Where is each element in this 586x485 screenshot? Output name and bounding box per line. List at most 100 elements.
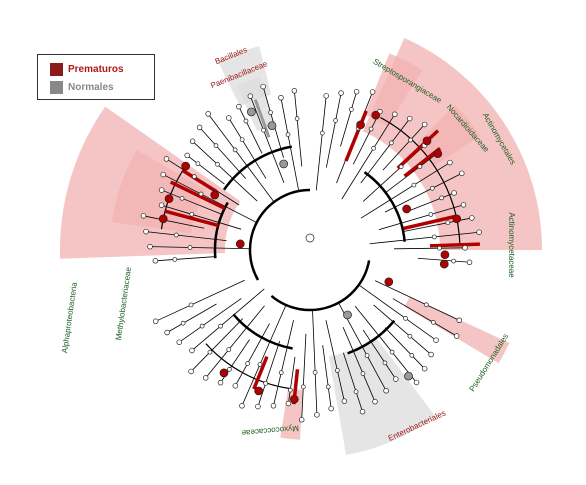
biomarker-node-prematuros (164, 194, 174, 204)
leaf-branch (228, 117, 267, 179)
backbone-arc-6 (232, 313, 293, 350)
leaf-node (456, 317, 463, 324)
shade-streptosporangiaceae (364, 53, 423, 127)
leaf-node (152, 318, 159, 325)
internal-node (257, 362, 263, 367)
biomarker-node-normales (404, 371, 413, 381)
leaf-node (247, 93, 254, 99)
leaf-node (453, 333, 460, 339)
internal-node (179, 195, 185, 201)
leaf-node (328, 405, 334, 412)
leaf-branch (190, 318, 244, 372)
leaf-node (226, 115, 232, 121)
biomarker-node-prematuros (289, 394, 299, 404)
internal-node (261, 127, 266, 133)
leaf-branch (155, 256, 215, 262)
leaf-branch (293, 90, 303, 167)
internal-node (218, 323, 223, 329)
leaf-branch (386, 152, 438, 193)
internal-node (428, 212, 434, 217)
leaf-branch (358, 284, 437, 341)
leaf-branch (315, 95, 327, 191)
legend-label-normales: Normales (68, 81, 114, 93)
leaf-branch (192, 140, 258, 202)
subclade-arc-3 (205, 343, 291, 390)
leaf-node (392, 111, 398, 118)
biomarker-node-prematuros (356, 120, 365, 130)
leaf-branch (340, 91, 357, 147)
shade-pseudomonadales (404, 296, 510, 364)
biomarker-node-prematuros (158, 214, 168, 224)
leaf-branch (163, 174, 257, 223)
biomarker-node-prematuros (452, 214, 462, 224)
biomarker-node-normales (247, 107, 256, 117)
leaf-branch (369, 231, 480, 245)
internal-node (319, 130, 325, 136)
biomarker-node-prematuros (422, 136, 432, 146)
leaf-branch (249, 96, 285, 184)
leaf-node (372, 398, 378, 405)
leaf-branch (374, 280, 460, 321)
leaf-node (143, 228, 149, 235)
leaf-node (163, 156, 170, 162)
biomarker-branch-prematuros (164, 209, 219, 228)
leaf-branch (186, 155, 225, 185)
leaf-node (383, 387, 389, 394)
internal-node (173, 232, 179, 238)
biomarker-node-prematuros (235, 239, 245, 249)
leaf-node (298, 417, 305, 423)
internal-node (430, 320, 436, 325)
leaf-node (460, 202, 467, 208)
backbone-arc-3 (363, 171, 406, 242)
leaf-node (158, 202, 165, 208)
internal-node (408, 137, 413, 143)
leaf-node (359, 408, 366, 415)
leaf-branch (360, 118, 411, 184)
internal-node (411, 182, 417, 188)
leaf-branch (384, 172, 462, 213)
leaf-branch (234, 323, 270, 387)
leaf-node (188, 368, 194, 375)
leaf-node (466, 259, 473, 266)
leaf-node (152, 258, 159, 264)
internal-node (287, 387, 293, 393)
leaf-node (260, 83, 266, 90)
biomarker-branch-normales (253, 99, 271, 138)
leaf-branch (384, 327, 425, 369)
biomarker-branch-prematuros (169, 180, 226, 210)
leaf-branch (352, 111, 381, 165)
internal-node (180, 320, 186, 326)
leaf-branch (312, 309, 318, 415)
legend-item-normales: Normales (50, 79, 114, 95)
internal-node (445, 220, 451, 226)
leaf-node (421, 365, 428, 372)
leaf-node (232, 383, 239, 389)
internal-node (191, 174, 197, 179)
biomarker-node-prematuros (181, 161, 190, 171)
internal-node (423, 302, 429, 308)
biomarker-branch-prematuros (396, 129, 440, 170)
leaf-branch (199, 127, 247, 179)
leaf-node (176, 339, 183, 345)
leaf-node (476, 229, 482, 235)
biomarker-node-prematuros (219, 368, 229, 378)
leaf-node (451, 190, 457, 196)
biomarker-node-prematuros (402, 204, 412, 214)
leaf-branch (145, 231, 227, 242)
leaf-branch (273, 320, 294, 406)
internal-node (263, 380, 269, 386)
clade-highlights (59, 38, 542, 455)
leaf-node (140, 213, 147, 219)
leaf-node (291, 88, 298, 94)
leaf-node (314, 412, 320, 418)
leaf-branch (288, 356, 296, 404)
leaf-branch (322, 345, 332, 409)
clade-label-methylobacteriaceae: Methylobacteriaceae (114, 266, 133, 341)
biomarker-node-normales (279, 159, 289, 169)
internal-node (333, 118, 338, 123)
leaf-node (205, 111, 211, 117)
internal-node (371, 145, 376, 151)
leaf-branch (342, 352, 363, 412)
clade-label-actinomycetaceae: Actinomycetaceae (507, 212, 516, 278)
